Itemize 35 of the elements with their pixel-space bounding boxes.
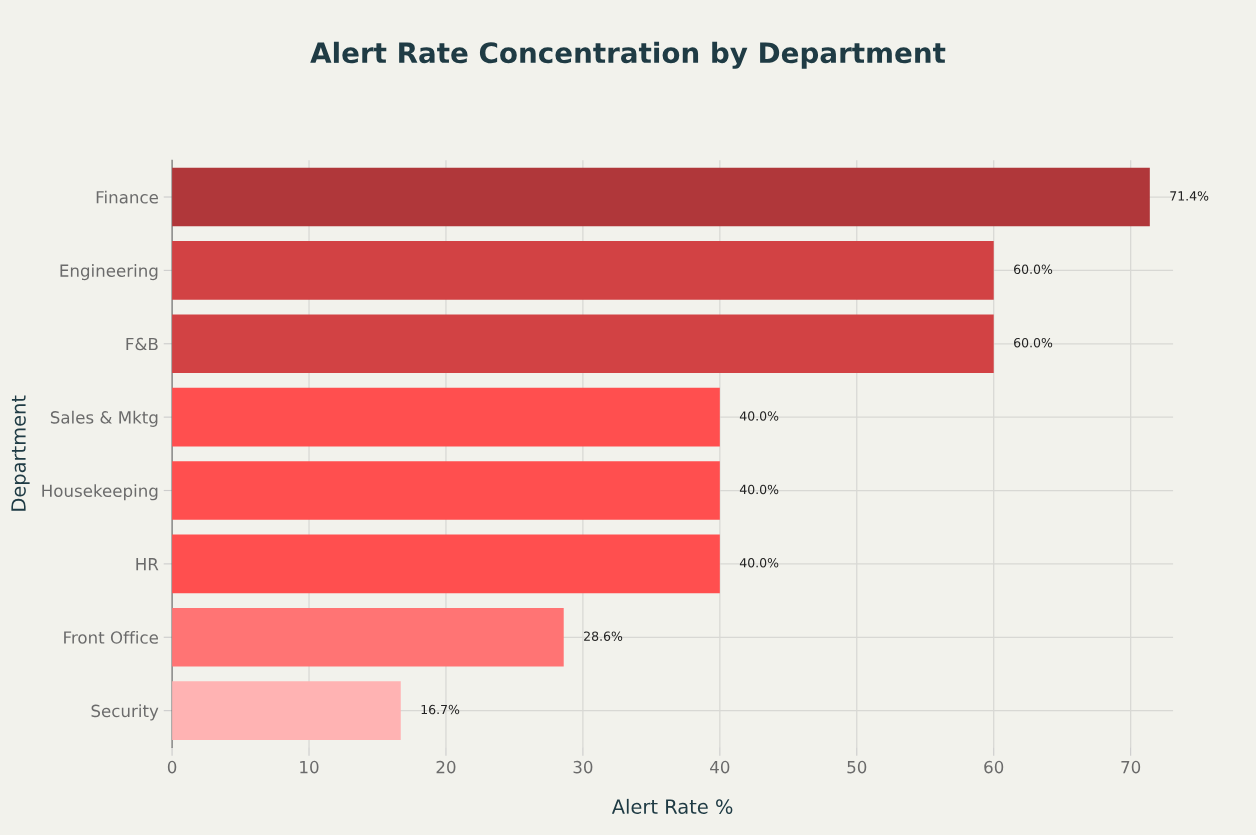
data-label: 40.0% (739, 411, 779, 421)
y-axis-title: Department (11, 395, 30, 511)
y-tick-label: F&B (126, 337, 158, 351)
y-tick-label: Sales & Mktg (50, 410, 158, 427)
x-tick-label: 30 (573, 760, 593, 774)
bar (172, 387, 720, 447)
x-axis-title: Alert Rate % (611, 798, 733, 814)
bar (172, 167, 1150, 227)
data-label: 40.0% (739, 484, 779, 495)
data-label: 71.4% (1170, 191, 1209, 201)
bar (172, 534, 720, 594)
x-tick-label: 20 (436, 760, 456, 774)
bar (172, 314, 994, 374)
x-tick-label: 40 (710, 760, 730, 774)
data-label: 60.0% (1014, 264, 1053, 275)
bar (172, 681, 401, 740)
data-label: 16.7% (421, 704, 460, 715)
bar (172, 607, 564, 667)
y-tick-label: Engineering (60, 264, 158, 281)
data-label: 28.6% (584, 631, 623, 641)
y-tick-label: Front Office (64, 630, 158, 644)
x-tick-label: 10 (300, 760, 319, 774)
y-tick-label: Security (91, 704, 159, 721)
chart-title: Alert Rate Concentration by Department (310, 41, 946, 69)
data-label: 60.0% (1014, 337, 1053, 348)
y-tick-label: Finance (96, 190, 158, 204)
y-tick-label: HR (136, 558, 159, 571)
x-tick-label: 0 (167, 760, 177, 774)
x-tick-label: 50 (847, 760, 867, 774)
bar (172, 241, 994, 300)
x-tick-label: 60 (984, 760, 1004, 774)
data-label: 40.0% (739, 558, 779, 568)
x-tick-label: 70 (1121, 760, 1141, 774)
bar (172, 461, 720, 520)
y-tick-label: Housekeeping (42, 484, 158, 501)
